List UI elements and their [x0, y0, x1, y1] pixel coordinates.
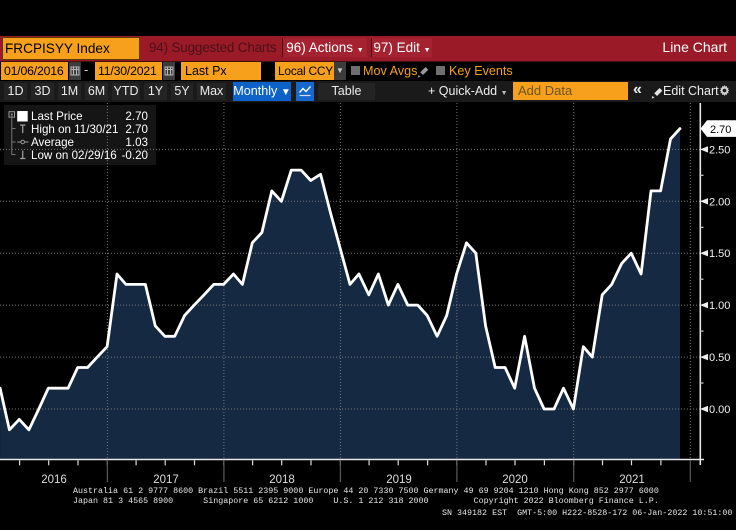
- svg-text:-0.20: -0.20: [122, 149, 148, 162]
- svg-text:1.50: 1.50: [709, 248, 730, 260]
- svg-text:2.00: 2.00: [709, 196, 730, 208]
- svg-text:1.03: 1.03: [125, 136, 148, 149]
- svg-text:Average: Average: [31, 136, 74, 149]
- svg-text:1.00: 1.00: [709, 300, 730, 312]
- svg-text:2.70: 2.70: [125, 123, 148, 136]
- svg-text:Low on 02/29/16: Low on 02/29/16: [31, 149, 117, 162]
- svg-text:0.00: 0.00: [709, 404, 730, 416]
- svg-text:Last Price: Last Price: [31, 110, 83, 123]
- svg-text:High on 11/30/21: High on 11/30/21: [31, 123, 118, 136]
- svg-text:0.50: 0.50: [709, 352, 730, 364]
- svg-text:2.70: 2.70: [125, 110, 148, 123]
- svg-text:2.50: 2.50: [709, 144, 730, 156]
- svg-text:2.70: 2.70: [710, 124, 731, 136]
